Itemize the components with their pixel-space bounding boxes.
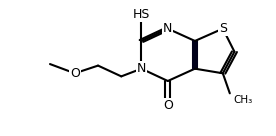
Text: S: S [219,22,227,35]
Text: HS: HS [133,8,150,21]
Text: O: O [70,67,80,80]
Text: CH₃: CH₃ [233,95,252,105]
Text: O: O [163,99,173,112]
Text: N: N [163,22,172,35]
Text: N: N [137,62,146,75]
